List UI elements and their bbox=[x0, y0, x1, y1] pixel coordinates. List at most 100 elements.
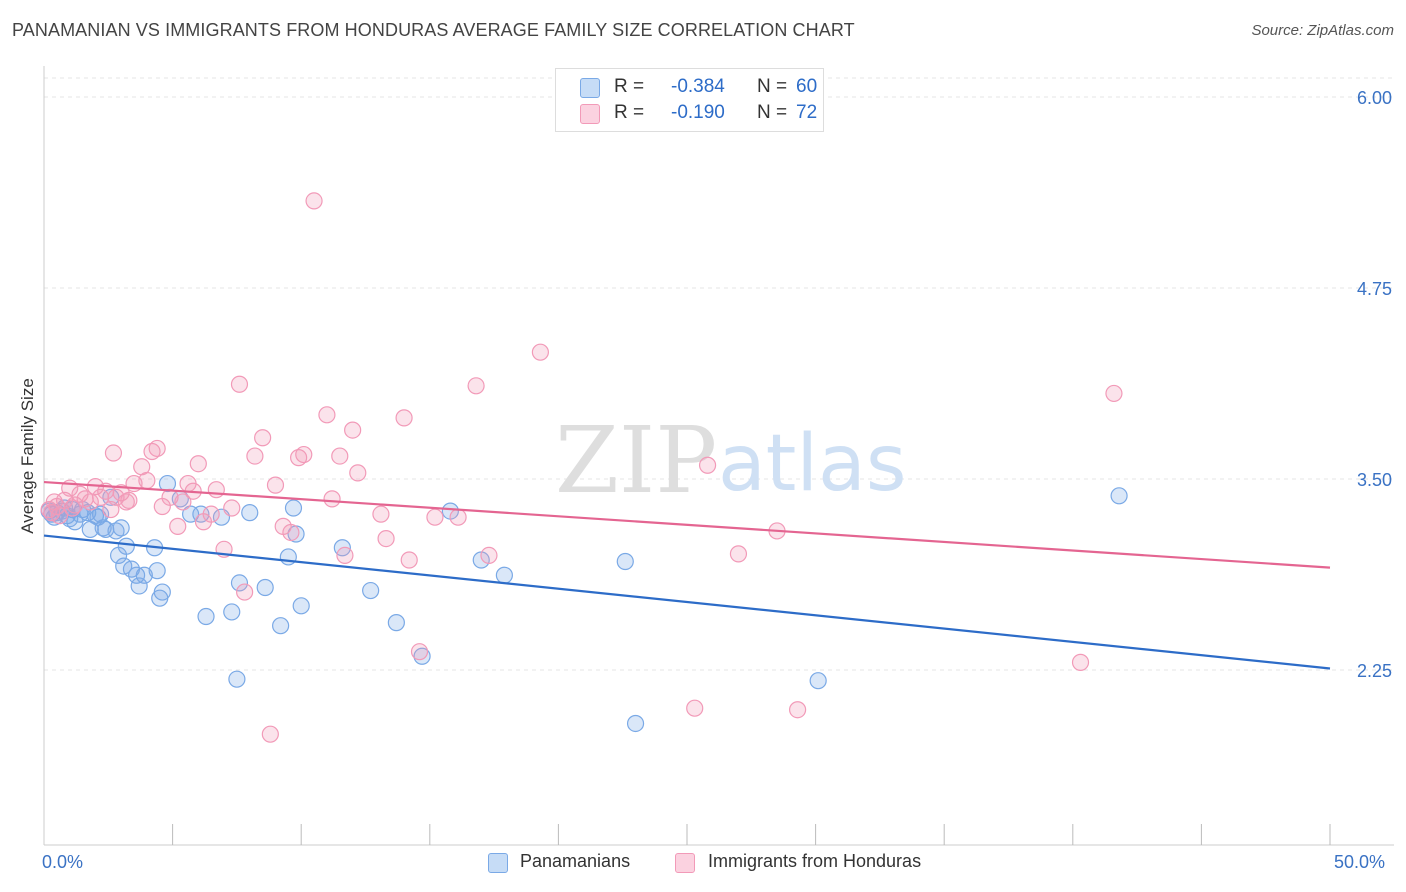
honduras-point bbox=[48, 497, 66, 516]
honduras-point bbox=[107, 488, 125, 506]
panamanians-point bbox=[809, 672, 827, 690]
watermark-zip: ZIP bbox=[555, 407, 717, 514]
panamanians-trend-line bbox=[43, 534, 1331, 670]
honduras-point bbox=[698, 456, 717, 474]
honduras-point bbox=[207, 481, 225, 499]
honduras-point bbox=[246, 447, 264, 465]
panamanians-point bbox=[1110, 487, 1128, 505]
panamanians-point bbox=[117, 537, 135, 555]
panamanians-point bbox=[130, 577, 148, 595]
panamanians-point bbox=[387, 614, 405, 632]
honduras-point bbox=[261, 725, 279, 743]
panamanians-point bbox=[158, 474, 177, 493]
data-points bbox=[40, 192, 1128, 743]
panamanians-point bbox=[292, 597, 310, 615]
honduras-point bbox=[318, 406, 336, 424]
pink-swatch bbox=[675, 853, 695, 873]
honduras-point bbox=[449, 508, 467, 526]
honduras-point bbox=[230, 375, 249, 393]
honduras-point bbox=[1105, 384, 1123, 403]
honduras-point bbox=[467, 377, 485, 395]
honduras-point bbox=[323, 490, 341, 508]
y-tick-label: 6.00 bbox=[1357, 88, 1392, 108]
honduras-point bbox=[81, 493, 99, 511]
blue-swatch bbox=[580, 78, 600, 98]
panamanians-point bbox=[148, 562, 166, 580]
panamanians-point bbox=[228, 670, 246, 688]
r-value: -0.190 bbox=[671, 102, 725, 123]
n-label: N = bbox=[757, 76, 788, 97]
honduras-point bbox=[1071, 653, 1090, 671]
panamanians-point bbox=[153, 583, 171, 601]
honduras-point bbox=[531, 343, 549, 361]
honduras-point bbox=[336, 546, 354, 565]
honduras-point bbox=[282, 523, 300, 542]
honduras-point bbox=[305, 192, 323, 210]
honduras-point bbox=[161, 488, 179, 506]
pink-swatch bbox=[580, 104, 600, 124]
x-tick-label-min: 0.0% bbox=[42, 852, 84, 872]
honduras-trend-line bbox=[43, 480, 1331, 569]
honduras-point bbox=[236, 583, 254, 601]
legend-label: Immigrants from Honduras bbox=[708, 851, 922, 871]
y-tick-label: 4.75 bbox=[1357, 279, 1392, 299]
honduras-point bbox=[148, 439, 166, 458]
honduras-point bbox=[729, 545, 748, 563]
honduras-point bbox=[400, 551, 418, 569]
panamanians-point bbox=[135, 566, 153, 584]
honduras-point bbox=[254, 429, 272, 447]
honduras-point bbox=[143, 442, 161, 461]
honduras-point bbox=[426, 508, 444, 526]
honduras-point bbox=[104, 444, 123, 462]
honduras-point bbox=[138, 471, 156, 490]
panamanians-point bbox=[626, 714, 645, 733]
honduras-point bbox=[377, 529, 395, 548]
y-tick-label: 2.25 bbox=[1357, 661, 1392, 681]
panamanians-point bbox=[495, 566, 513, 584]
watermark-atlas: atlas bbox=[718, 419, 907, 509]
honduras-point bbox=[410, 643, 429, 661]
n-value: 72 bbox=[796, 102, 818, 123]
honduras-point bbox=[169, 517, 187, 535]
honduras-point bbox=[395, 409, 413, 427]
r-label: R = bbox=[614, 76, 645, 97]
honduras-point bbox=[480, 546, 498, 565]
chart-title: PANAMANIAN VS IMMIGRANTS FROM HONDURAS A… bbox=[12, 20, 855, 40]
n-label: N = bbox=[757, 102, 788, 123]
trend-lines bbox=[43, 480, 1331, 670]
blue-swatch bbox=[488, 853, 508, 873]
honduras-point bbox=[63, 499, 81, 517]
x-tick-label-max: 50.0% bbox=[1334, 852, 1386, 872]
panamanians-point bbox=[223, 603, 241, 621]
honduras-point bbox=[372, 505, 390, 523]
y-tick-label: 3.50 bbox=[1357, 470, 1392, 490]
honduras-point bbox=[202, 505, 220, 523]
honduras-point bbox=[788, 701, 807, 719]
y-tick-labels: 2.25 3.50 4.75 6.00 bbox=[1357, 88, 1392, 681]
panamanians-point bbox=[91, 505, 110, 523]
correlation-legend: R = -0.384 N = 60 R = -0.190 N = 72 bbox=[555, 68, 824, 132]
honduras-point bbox=[174, 493, 192, 511]
n-value: 60 bbox=[796, 76, 818, 97]
panamanians-point bbox=[284, 499, 303, 517]
honduras-point bbox=[349, 464, 367, 482]
panamanians-point bbox=[230, 574, 249, 592]
r-value: -0.384 bbox=[671, 76, 725, 97]
honduras-point bbox=[266, 476, 285, 494]
panamanians-point bbox=[197, 607, 215, 626]
panamanians-point bbox=[279, 548, 297, 566]
honduras-point bbox=[331, 447, 349, 465]
panamanians-point bbox=[107, 522, 125, 540]
honduras-point bbox=[120, 491, 138, 509]
source-label: Source: ZipAtlas.com bbox=[1251, 22, 1394, 39]
honduras-point bbox=[344, 421, 362, 439]
honduras-point bbox=[686, 699, 704, 717]
honduras-point bbox=[295, 445, 313, 464]
panamanians-point bbox=[413, 647, 431, 665]
panamanians-point bbox=[272, 617, 290, 635]
r-label: R = bbox=[614, 102, 645, 123]
panamanians-point bbox=[112, 519, 130, 537]
panamanians-point bbox=[616, 552, 634, 571]
panamanians-point bbox=[256, 578, 274, 597]
